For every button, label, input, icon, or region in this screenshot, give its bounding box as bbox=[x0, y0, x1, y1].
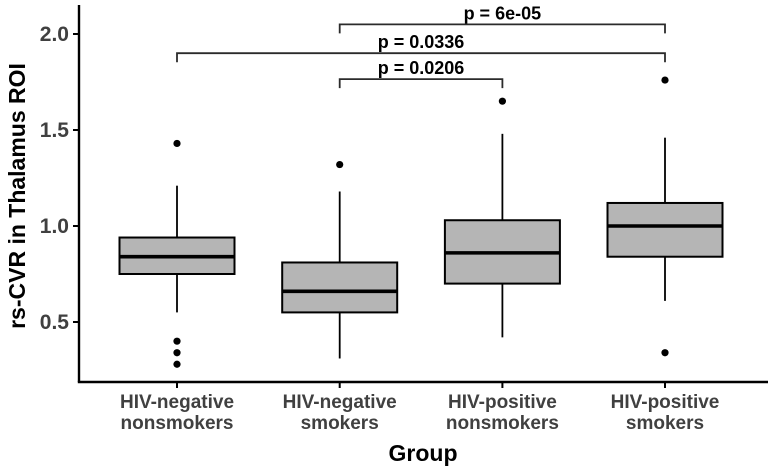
x-axis-title: Group bbox=[389, 440, 458, 466]
box bbox=[281, 261, 399, 314]
box bbox=[606, 201, 724, 258]
y-tick-label: 1.0 bbox=[40, 215, 69, 238]
significance-bracket bbox=[338, 23, 666, 34]
significance-bracket bbox=[338, 78, 504, 89]
p-value-label: p = 0.0336 bbox=[378, 32, 465, 52]
outlier-dot bbox=[498, 97, 506, 105]
outlier-dot bbox=[336, 160, 344, 169]
outlier-dot bbox=[173, 337, 181, 345]
p-value-label: p = 6e-05 bbox=[464, 3, 542, 23]
outlier-dot bbox=[173, 360, 181, 368]
y-tick-label: 2.0 bbox=[40, 23, 69, 46]
p-value-label: p = 0.0206 bbox=[378, 58, 465, 78]
x-tick-label: HIV-negative smokers bbox=[283, 392, 397, 434]
y-tick-label: 1.5 bbox=[40, 119, 70, 142]
outlier-dot bbox=[661, 349, 669, 357]
y-tick-label: 0.5 bbox=[40, 311, 70, 334]
outlier-dot bbox=[173, 139, 181, 148]
outlier-dot bbox=[661, 76, 669, 84]
y-axis-title: rs-CVR in Thalamus ROI bbox=[4, 63, 30, 329]
outlier-dot bbox=[173, 349, 181, 357]
x-tick-label: HIV-positive nonsmokers bbox=[446, 392, 559, 434]
x-tick-label: HIV-negative nonsmokers bbox=[120, 392, 234, 434]
significance-bracket bbox=[176, 52, 666, 63]
x-tick-label: HIV-positive smokers bbox=[611, 392, 720, 434]
